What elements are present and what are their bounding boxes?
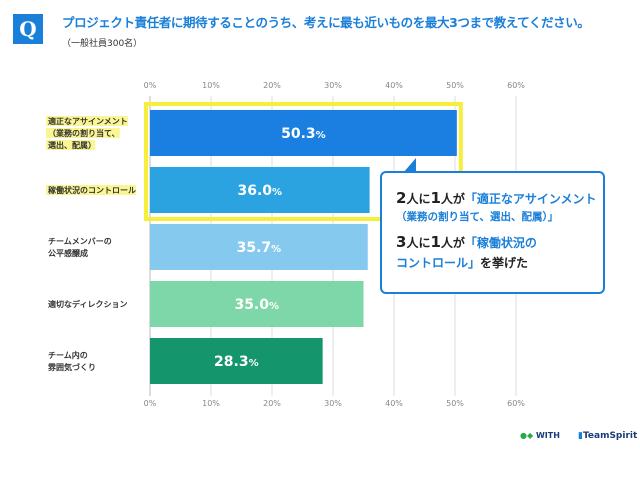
bar	[150, 167, 370, 213]
x-tick-label-bottom: 40%	[385, 399, 403, 408]
x-tick-label-bottom: 60%	[507, 399, 525, 408]
bar	[150, 281, 364, 327]
x-tick-label-top: 0%	[144, 81, 157, 90]
teamspirit-mark-icon: ▮	[578, 431, 583, 441]
x-tick-label-bottom: 10%	[202, 399, 220, 408]
question-subtitle: （一般社員300名）	[62, 39, 143, 49]
bar-value-label: 50.3%	[281, 126, 326, 142]
callout-highlight: コントロール」	[396, 255, 481, 270]
bar-value-label: 35.0%	[234, 297, 279, 313]
callout-highlight: 「稼働状況の	[464, 236, 537, 251]
category-label: 公平感醸成	[48, 248, 88, 258]
category-label: （業務の割り当て、	[48, 128, 120, 138]
with-mark-icon: ●◆	[520, 431, 534, 440]
with-logo-text: WITH	[535, 431, 560, 440]
x-tick-label-top: 50%	[446, 81, 464, 90]
label-highlight	[46, 116, 128, 126]
callout-line-1: 2人に1人が「適正なアサインメント	[396, 187, 597, 210]
category-label: 稼働状況のコントロール	[48, 185, 136, 195]
x-tick-label-top: 40%	[385, 81, 403, 90]
teamspirit-logo: ▮TeamSpirit	[578, 431, 637, 441]
footer-logos: ●◆ WITH ▮TeamSpirit	[520, 428, 637, 448]
callout-line-4: コントロール」を挙げた	[396, 254, 589, 272]
category-label: 適切なディレクション	[48, 299, 127, 309]
callout-number: 2	[396, 189, 407, 207]
bar	[150, 338, 323, 384]
callout-box: 2人に1人が「適正なアサインメント （業務の割り当て、選出、配属）」 3人に1人…	[380, 171, 605, 294]
x-tick-label-bottom: 30%	[324, 399, 342, 408]
callout-highlight: 「適正なアサインメント	[464, 192, 597, 206]
x-tick-label-top: 60%	[507, 81, 525, 90]
label-highlight	[46, 185, 137, 195]
callout-line-2: （業務の割り当て、選出、配属）」	[396, 210, 589, 226]
x-tick-label-bottom: 0%	[144, 399, 157, 408]
bar-value-label: 36.0%	[238, 183, 283, 199]
callout-text: 人が	[440, 236, 465, 251]
highlight-frame	[144, 102, 463, 221]
callout-pointer	[403, 158, 416, 173]
callout-text: 人に	[406, 192, 431, 206]
x-tick-label-top: 10%	[202, 81, 220, 90]
question-title: プロジェクト責任者に期待することのうち、考えに最も近いものを最大3つまで教えてく…	[62, 15, 590, 30]
callout-text: 人に	[406, 236, 431, 251]
callout-number: 1	[430, 233, 441, 252]
x-tick-label-top: 30%	[324, 81, 342, 90]
category-label: チームメンバーの	[48, 237, 112, 246]
callout-number: 1	[430, 189, 441, 207]
callout-line-3: 3人に1人が「稼働状況の	[396, 231, 589, 254]
bar-value-label: 35.7%	[237, 240, 282, 256]
with-logo: ●◆ WITH	[520, 431, 560, 440]
callout-text: 人が	[440, 192, 465, 206]
x-tick-label-bottom: 50%	[446, 399, 464, 408]
x-tick-label-top: 20%	[263, 81, 281, 90]
bar-value-label: 28.3%	[214, 354, 259, 370]
category-label: チーム内の	[48, 350, 88, 360]
label-highlight	[46, 128, 120, 138]
callout-highlight: （業務の割り当て、選出、配属）」	[396, 210, 559, 223]
category-label: 雰囲気づくり	[48, 362, 96, 372]
bar	[150, 224, 368, 270]
question-badge: Q	[13, 14, 43, 44]
callout-number: 3	[396, 233, 407, 252]
callout-text: を挙げた	[480, 255, 529, 270]
x-tick-label-bottom: 20%	[263, 399, 281, 408]
category-label: 選出、配属）	[48, 140, 96, 150]
teamspirit-logo-text: TeamSpirit	[582, 431, 638, 441]
bar	[150, 110, 457, 156]
label-highlight	[46, 140, 96, 150]
category-label: 適正なアサインメント	[48, 116, 128, 126]
header: Q プロジェクト責任者に期待することのうち、考えに最も近いものを最大3つまで教え…	[0, 0, 640, 60]
